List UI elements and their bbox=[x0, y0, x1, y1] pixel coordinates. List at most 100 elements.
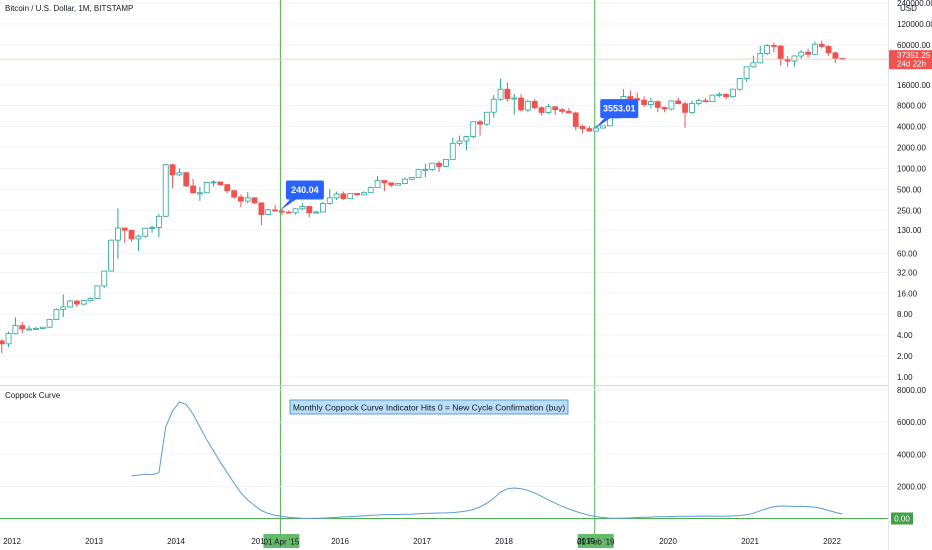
candle-body bbox=[723, 93, 729, 98]
candle-body bbox=[101, 270, 108, 287]
candle-body bbox=[217, 181, 224, 186]
cycle-marker-badge bbox=[577, 534, 614, 548]
callout-box bbox=[600, 99, 639, 119]
candle-body bbox=[408, 176, 415, 180]
indicator-grid bbox=[0, 389, 888, 519]
candle-body bbox=[825, 46, 832, 54]
candle-body bbox=[668, 100, 675, 110]
candle-body bbox=[299, 206, 306, 210]
candle-body bbox=[757, 53, 764, 64]
candle-body bbox=[190, 185, 196, 194]
candle-body bbox=[319, 203, 326, 213]
candle-body bbox=[771, 45, 777, 47]
indicator-tick-label: 6000.00 bbox=[897, 418, 926, 427]
candle-body bbox=[791, 55, 798, 62]
time-tick-label: 2014 bbox=[167, 537, 185, 546]
price-tick-label: 60000.00 bbox=[897, 41, 931, 50]
candle-body bbox=[490, 98, 497, 113]
candle-body bbox=[709, 94, 716, 103]
candle-body bbox=[381, 180, 388, 184]
candle-body bbox=[149, 226, 155, 229]
candle-body bbox=[74, 300, 80, 305]
indicator-pane: Coppock Curve Monthly Coppock Curve Indi… bbox=[0, 386, 926, 525]
price-tick-label: 2000.00 bbox=[897, 144, 926, 153]
candle-body bbox=[429, 162, 436, 170]
candle-body bbox=[442, 159, 449, 167]
candle-body bbox=[210, 181, 217, 184]
time-tick-label: 2012 bbox=[3, 537, 21, 546]
callout-box bbox=[285, 180, 324, 200]
cycle-markers: 01 Apr '15 01 Feb '19 bbox=[263, 0, 615, 548]
candle-body bbox=[33, 328, 39, 330]
price-tick-label: 130.00 bbox=[897, 226, 922, 235]
indicator-tick-label: 4000.00 bbox=[897, 450, 926, 459]
candle-body bbox=[511, 97, 518, 100]
candle-body bbox=[470, 121, 477, 137]
indicator-last-badge bbox=[891, 512, 913, 525]
price-tick-label: 16.00 bbox=[897, 289, 918, 298]
candle-body bbox=[593, 127, 600, 132]
candle-body bbox=[675, 100, 682, 105]
candle-body bbox=[463, 136, 470, 142]
candle-body bbox=[497, 88, 504, 100]
candle-body bbox=[265, 209, 272, 215]
candle-body bbox=[285, 211, 292, 214]
candle-body bbox=[641, 99, 647, 105]
candle-body bbox=[449, 142, 456, 160]
candle-body bbox=[354, 193, 360, 196]
candle-body bbox=[142, 227, 149, 237]
candle-body bbox=[654, 101, 661, 108]
candle-body bbox=[306, 206, 313, 214]
candle-body bbox=[108, 239, 114, 272]
candle-body bbox=[183, 172, 190, 187]
candle-body bbox=[237, 196, 244, 202]
price-tick-label: 240000.00 bbox=[897, 0, 932, 8]
price-callouts: 240.04 3553.01 bbox=[279, 99, 639, 211]
candle-body bbox=[600, 125, 606, 129]
time-axis: 2012 2013 2014 201 2016 2017 2018 2019 2020 2021 2… bbox=[3, 537, 841, 546]
candle-body bbox=[695, 100, 702, 104]
candle-body bbox=[46, 319, 53, 328]
candle-body bbox=[258, 202, 265, 215]
candle-body bbox=[367, 187, 374, 194]
candle-body bbox=[682, 103, 688, 113]
candle-body bbox=[5, 333, 12, 345]
candle-body bbox=[121, 227, 128, 231]
time-tick-label: 2021 bbox=[741, 537, 759, 546]
candle-body bbox=[12, 325, 19, 335]
price-tick-label: 16000.00 bbox=[897, 81, 931, 90]
candle-body bbox=[135, 235, 142, 240]
candle-body bbox=[422, 168, 429, 171]
candle-body bbox=[60, 306, 67, 310]
candle-body bbox=[702, 100, 709, 103]
price-tick-label: 500.00 bbox=[897, 185, 922, 194]
price-tick-label: 1000.00 bbox=[897, 164, 926, 173]
candle-body bbox=[203, 182, 210, 194]
last-price-badge bbox=[889, 50, 932, 70]
candle-body bbox=[94, 285, 101, 299]
candle-body bbox=[19, 325, 26, 330]
candles bbox=[0, 40, 888, 354]
candle-body bbox=[531, 100, 538, 109]
candle-body bbox=[798, 51, 805, 57]
candle-body bbox=[805, 51, 811, 55]
candle-body bbox=[0, 340, 5, 345]
candle-body bbox=[176, 172, 183, 176]
candle-body bbox=[39, 326, 46, 329]
price-tick-label: 60.00 bbox=[897, 249, 918, 258]
candle-body bbox=[812, 43, 818, 55]
candle-body bbox=[566, 110, 572, 114]
candle-body bbox=[333, 193, 340, 199]
candle-body bbox=[401, 178, 408, 184]
candle-body bbox=[231, 190, 237, 198]
price-tick-label: 2.00 bbox=[897, 352, 913, 361]
candle-body bbox=[388, 182, 395, 186]
price-axis: USD 240000.00 120000.00 60000.00 16000.00 80… bbox=[889, 0, 932, 382]
candle-body bbox=[777, 45, 784, 60]
candle-body bbox=[26, 328, 32, 331]
candle-body bbox=[53, 308, 60, 320]
candle-body bbox=[196, 192, 203, 195]
cycle-marker-label: 01 Apr '15 bbox=[264, 538, 300, 547]
